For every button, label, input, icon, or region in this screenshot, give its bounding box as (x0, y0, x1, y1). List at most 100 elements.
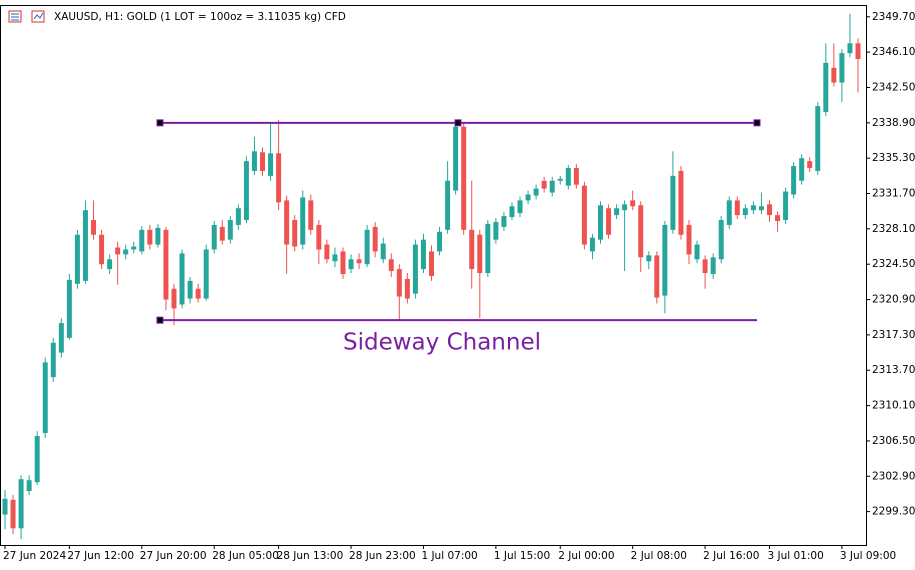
y-tick-label: 2331.70 (872, 188, 915, 200)
y-tick-label: 2302.90 (872, 470, 915, 482)
candle-body (839, 53, 845, 83)
x-tick-label: 28 Jun 23:00 (349, 550, 416, 562)
channel-handle (454, 119, 462, 127)
candle-body (139, 229, 145, 252)
candle-body (50, 342, 56, 378)
candle-body (74, 234, 80, 284)
candle-body (718, 220, 724, 260)
candle-body (807, 161, 813, 168)
x-tick-label: 2 Jul 08:00 (631, 550, 687, 562)
candle-body (171, 288, 177, 309)
candle-body (26, 480, 32, 491)
candle-body (42, 362, 48, 434)
candle-body (195, 288, 201, 299)
candle-body (654, 255, 660, 298)
candle-body (316, 224, 322, 250)
candle-body (847, 43, 853, 54)
candle-body (646, 255, 652, 262)
candle-body (324, 244, 330, 260)
candle-body (710, 257, 716, 275)
candle-body (783, 191, 789, 221)
channel-label: Sideway Channel (343, 330, 541, 356)
icon (33, 12, 44, 20)
candle-body (589, 237, 595, 252)
candle-body (147, 229, 153, 245)
y-tick-label: 2342.50 (872, 81, 915, 93)
candle-body (734, 200, 740, 216)
candle-body (461, 126, 467, 230)
y-tick-label: 2317.30 (872, 329, 915, 341)
candle-body (115, 247, 121, 255)
y-tick-label: 2324.50 (872, 258, 915, 270)
candle-body (686, 224, 692, 255)
candle-body (284, 200, 290, 245)
candle-body (179, 253, 185, 305)
y-tick-label: 2310.10 (872, 400, 915, 412)
x-tick-label: 27 Jun 12:00 (67, 550, 134, 562)
candle-body (662, 224, 668, 296)
candle-body (372, 226, 378, 252)
candle-body (766, 204, 772, 216)
y-tick-label: 2299.30 (872, 506, 915, 518)
chart-title: XAUUSD, H1: GOLD (1 LOT = 100oz = 3.1103… (54, 11, 346, 23)
candle-body (606, 208, 612, 235)
candle-body (58, 323, 64, 353)
candle-body (219, 226, 225, 241)
candle-body (348, 259, 354, 270)
candle-body (356, 259, 362, 264)
candle-body (541, 180, 547, 189)
x-tick-label: 28 Jun 13:00 (277, 550, 344, 562)
candle-body (429, 251, 434, 276)
candle-body (501, 216, 507, 227)
symbol-icons (8, 10, 45, 23)
candle-body (453, 126, 459, 191)
candle-body (517, 200, 523, 214)
candle-body (123, 249, 129, 255)
candle-body (2, 498, 8, 515)
candle-body (211, 224, 217, 250)
candle-body (493, 221, 499, 240)
candle-body (340, 251, 346, 275)
candle-body (597, 205, 603, 240)
x-tick-label: 2 Jul 16:00 (703, 550, 759, 562)
candle-body (155, 227, 161, 245)
candle-body (99, 234, 105, 265)
candle-body (758, 206, 764, 211)
candle-body (670, 175, 676, 230)
candle-body (799, 158, 805, 181)
candle-body (10, 499, 16, 529)
candle-body (404, 278, 410, 299)
candle-body (445, 180, 451, 230)
x-tick-label: 3 Jul 09:00 (840, 550, 896, 562)
y-tick-label: 2338.90 (872, 117, 915, 129)
candle-body (525, 194, 531, 201)
y-tick-label: 2346.10 (872, 46, 915, 58)
candle-body (815, 106, 821, 171)
candle-body (557, 178, 563, 181)
candle-body (163, 229, 169, 300)
candle-body (332, 254, 338, 262)
candle-body (396, 269, 402, 297)
channel-handle (156, 316, 164, 324)
candle-body (131, 246, 137, 250)
candle-body (243, 161, 249, 221)
x-tick-label: 28 Jun 05:00 (212, 550, 279, 562)
candle-body (614, 208, 620, 216)
candle-body (292, 220, 298, 247)
candle-body (187, 280, 193, 299)
x-tick-label: 27 Jun 20:00 (140, 550, 207, 562)
candle-body (742, 208, 748, 216)
candle-body (268, 153, 274, 176)
y-tick-label: 2349.70 (872, 11, 915, 23)
y-tick-label: 2320.90 (872, 294, 915, 306)
candle-body (227, 220, 233, 240)
candle-body (260, 152, 266, 171)
candle-body (726, 200, 732, 225)
candle-body (437, 231, 443, 252)
candle-body (509, 206, 515, 218)
x-tick-label: 2 Jul 00:00 (558, 550, 614, 562)
candle-body (276, 153, 282, 203)
candle-body (18, 479, 24, 529)
candle-body (412, 244, 418, 294)
